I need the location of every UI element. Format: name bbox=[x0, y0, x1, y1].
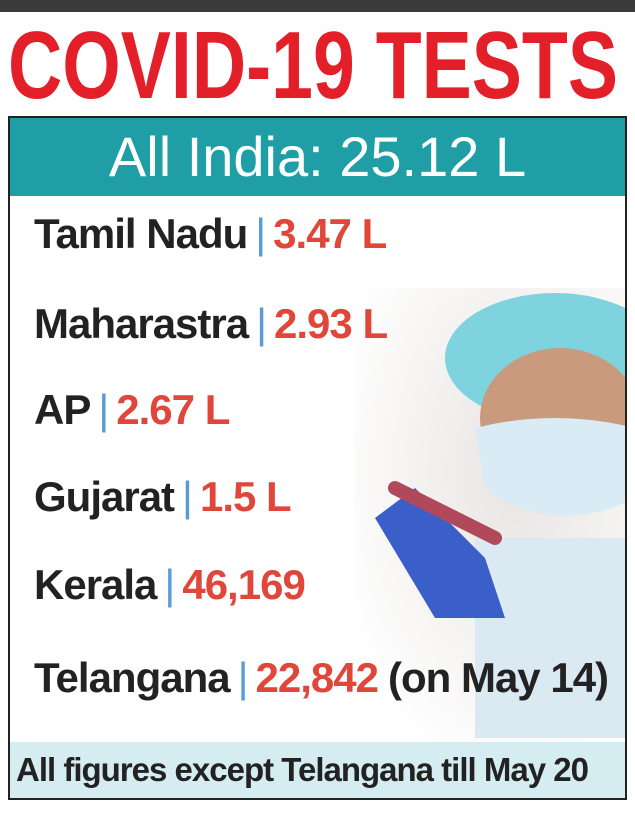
note: (on May 14) bbox=[388, 654, 609, 701]
state: Tamil Nadu bbox=[34, 210, 248, 257]
row: Telangana | 22,842 (on May 14) bbox=[34, 654, 609, 701]
row: Maharastra | 2.93 L bbox=[34, 300, 388, 347]
value: 1.5 L bbox=[199, 473, 292, 520]
row: Tamil Nadu | 3.47 L bbox=[34, 210, 387, 257]
row: Kerala | 46,169 bbox=[34, 561, 306, 608]
title-area: COVID-19 TESTS bbox=[8, 12, 618, 116]
state: Gujarat bbox=[34, 473, 175, 520]
state: Kerala bbox=[34, 561, 157, 608]
state: AP bbox=[34, 386, 91, 433]
value: 2.93 L bbox=[274, 300, 388, 347]
value: 46,169 bbox=[182, 561, 305, 608]
top-strip bbox=[0, 0, 635, 12]
banner: All India: 25.12 L bbox=[10, 118, 625, 196]
title: COVID-19 TESTS bbox=[8, 12, 618, 116]
row: AP | 2.67 L bbox=[34, 386, 230, 433]
row: Gujarat | 1.5 L bbox=[34, 473, 292, 520]
footer: All figures except Telangana till May 20 bbox=[10, 742, 625, 798]
photo bbox=[355, 288, 625, 748]
value: 2.67 L bbox=[116, 386, 230, 433]
value: 3.47 L bbox=[273, 210, 387, 257]
value: 22,842 bbox=[255, 654, 379, 701]
panel: All India: 25.12 L Tamil Nadu | 3.47 L Mah… bbox=[8, 116, 627, 800]
state: Maharastra bbox=[34, 300, 249, 347]
state: Telangana bbox=[34, 654, 231, 701]
